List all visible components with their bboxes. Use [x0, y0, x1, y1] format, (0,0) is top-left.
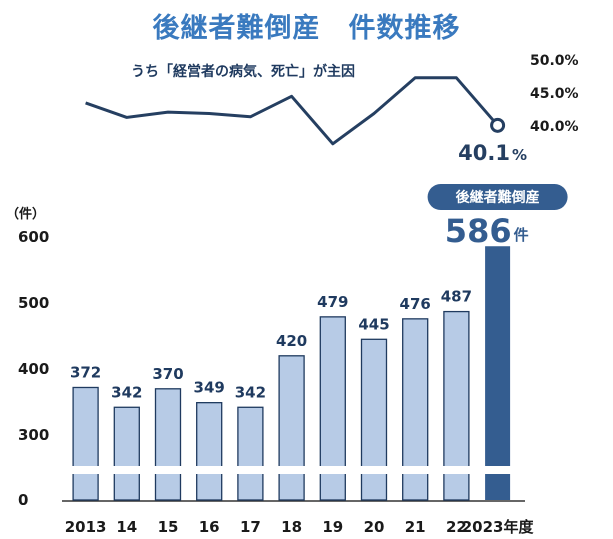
bar	[113, 406, 140, 501]
highlight-badge-label: 後継者難倒産	[456, 189, 540, 206]
data-label: 342	[111, 383, 142, 401]
highlight-value: 586	[445, 212, 512, 250]
y-tick-label: 600	[18, 228, 49, 246]
data-label: 487	[441, 288, 472, 306]
line-end-marker	[490, 117, 506, 133]
data-label: 479	[317, 293, 348, 311]
line-series	[85, 76, 499, 146]
y-tick-label: 400	[18, 360, 49, 378]
x-tick-label: 16	[199, 518, 220, 536]
x-tick-label: 15	[158, 518, 179, 536]
axis-break-gap	[62, 466, 532, 474]
line-end-value: 40.1	[458, 141, 510, 165]
x-tick-label: 2023年度	[462, 518, 535, 536]
line-y-tick-label: 45.0%	[530, 86, 579, 102]
highlight-badge	[427, 184, 568, 210]
highlight-unit: 件	[514, 226, 529, 244]
chart-title: 後継者難倒産 件数推移	[152, 13, 461, 44]
data-label: 445	[358, 315, 389, 333]
y-axis-label: （件）	[6, 206, 45, 222]
data-label: 420	[276, 332, 307, 350]
line-chart-title: うち「経営者の病気、死亡」が主因	[131, 63, 355, 80]
x-tick-label: 21	[405, 518, 426, 536]
y-tick-label: 500	[18, 294, 49, 312]
bar	[154, 388, 182, 501]
bar-chart: （件） 600 500 400 300 0 2013 372 14 342 15 370 16 349 1…	[6, 184, 568, 536]
bar	[360, 338, 388, 501]
x-tick-label: 22	[446, 518, 467, 536]
x-tick-label: 14	[116, 518, 137, 536]
x-tick-label: 20	[364, 518, 385, 536]
line-y-tick-label: 50.0%	[530, 53, 579, 69]
y-tick-label: 300	[18, 426, 49, 444]
bar	[196, 402, 223, 501]
bar-highlight	[485, 246, 511, 500]
bar	[237, 406, 264, 501]
bar	[72, 386, 99, 501]
line-chart: うち「経営者の病気、死亡」が主因 50.0% 45.0% 40.0% 40.1%	[85, 53, 579, 165]
y-tick-label: 0	[18, 491, 28, 509]
x-tick-label: 18	[281, 518, 302, 536]
line-y-tick-label: 40.0%	[530, 119, 579, 135]
data-label: 342	[235, 383, 266, 401]
x-tick-label: 2013	[65, 518, 107, 536]
data-label: 476	[400, 295, 431, 313]
data-label: 370	[152, 365, 183, 383]
x-tick-label: 19	[322, 518, 343, 536]
data-label: 349	[194, 379, 225, 397]
x-tick-label: 17	[240, 518, 261, 536]
line-end-unit: %	[512, 146, 527, 164]
data-label: 372	[70, 363, 101, 381]
bar	[278, 355, 305, 501]
